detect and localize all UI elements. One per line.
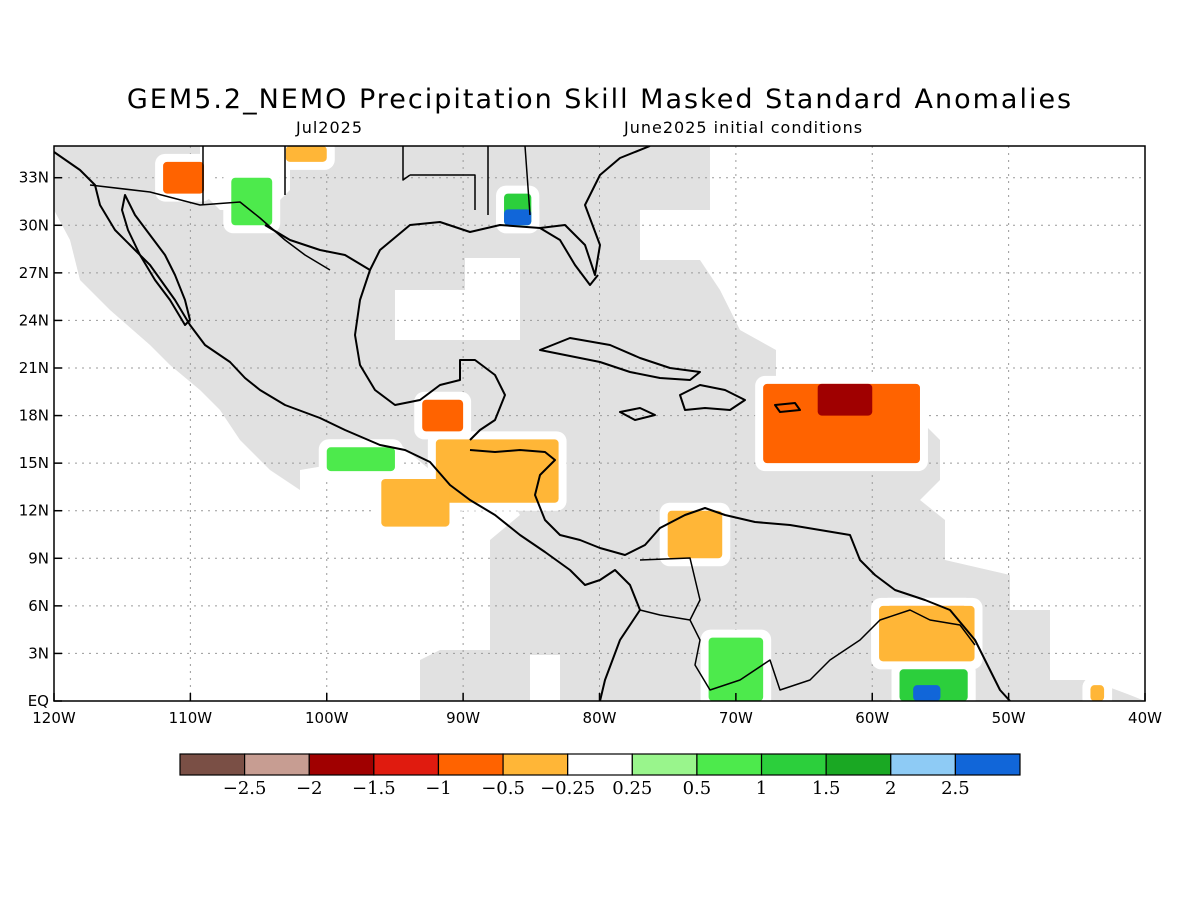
anomaly-guianas-edge [879,605,975,662]
y-tick-label: 18N [19,407,49,425]
x-tick-label: 110W [169,709,213,727]
colorbar-swatch [244,753,310,776]
coastline-mexico-gulf [354,269,506,441]
colorbar-label: −0.5 [481,778,525,799]
x-tick-label: 40W [1128,709,1162,727]
colorbar-swatch [696,753,763,776]
open-water-patch-south [530,655,560,701]
map-title: GEM5.2_NEMO Precipitation Skill Masked S… [126,84,1074,115]
anomaly-alabama-coast-core [504,209,532,226]
y-tick-label: 6N [28,597,49,615]
x-tick-label: 60W [855,709,889,727]
border-us-mexico [89,184,331,271]
x-tick-label: 50W [992,709,1026,727]
coastline-puerto-rico [774,402,801,413]
colorbar-swatch [825,753,892,776]
subtitle-initial-conditions: June2025 initial conditions [624,118,864,137]
coastline-cuba [539,337,701,381]
colorbar-label: −2 [296,778,323,799]
open-water-patch-gulf [395,258,520,340]
state-borders [202,146,531,216]
y-tick-label: 15N [19,454,49,472]
graticule [54,146,1145,701]
colorbar-label: 0.5 [683,778,712,799]
axis-labels: 120W 110W 100W 90W 80W 70W 60W 50W 40W EQ 3N 6N 9N 12… [19,169,1162,727]
colorbar-label: −2.5 [223,778,267,799]
colorbar-swatch [502,753,569,776]
colorbar-label: −1 [425,778,452,799]
colorbar-swatch [437,753,504,776]
anomaly-yucatan-south [422,399,464,432]
anomaly-brazil-east [1090,685,1105,701]
colorbar-label: 1 [756,778,767,799]
x-tick-label: 120W [32,709,76,727]
colorbar-label: −1.5 [352,778,396,799]
colorbar-label: −0.25 [540,778,595,799]
colorbar-label: 1.5 [812,778,841,799]
colorbar-swatch [954,753,1021,776]
open-water-patch-pacific [300,465,470,660]
anomaly-new-mexico [285,146,327,162]
masked-land-area [54,146,1145,701]
subtitle-target-month: Jul2025 [296,118,364,137]
anomaly-honduras-edge [435,439,559,503]
y-tick-label: 21N [19,359,49,377]
colorbar-label: 0.25 [612,778,652,799]
anomaly-pacific-12n-edge [381,479,450,527]
colorbar: −2.5 −2 −1.5 −1 −0.5 −0.25 0.25 0.5 1 1.5 2 2.5 [179,753,1021,799]
coastline-hispaniola [679,384,746,411]
colorbar-swatch [631,753,698,776]
y-tick-label: EQ [28,692,49,710]
colorbar-swatch [890,753,956,776]
colorbar-label: 2 [885,778,896,799]
anomaly-sonora [231,177,273,226]
colorbar-swatch [567,753,633,776]
anomaly-leeward-islands [817,383,873,416]
anomaly-colombia-coast [667,510,723,559]
coastline-jamaica [619,407,656,421]
coastline-gulf-of-mexico [264,146,651,276]
x-tick-label: 80W [583,709,617,727]
x-tick-label: 100W [305,709,349,727]
y-tick-label: 9N [28,549,49,567]
coastline-north-america-west [54,151,641,701]
anomaly-pacific-15n [326,447,395,472]
y-tick-label: 33N [19,169,49,187]
x-tick-label: 70W [719,709,753,727]
colorbar-swatch [308,753,375,776]
y-tick-label: 3N [28,644,49,662]
coastline-florida-west [539,227,599,286]
colorbar-swatch [179,753,246,776]
colorbar-swatch [373,753,440,776]
border-south-america [639,557,976,691]
coastline-baja [121,194,191,326]
y-tick-label: 12N [19,502,49,520]
colorbar-label: 2.5 [941,778,970,799]
skill-mask-layer [54,146,1145,701]
y-tick-label: 24N [19,311,49,329]
anomaly-arizona [163,161,205,194]
coastline-central-america-caribbean [469,449,1011,701]
y-tick-label: 30N [19,216,49,234]
x-tick-label: 90W [446,709,480,727]
anomaly-amapa-core [913,685,941,701]
coastlines [54,146,1011,701]
y-tick-label: 27N [19,264,49,282]
colorbar-swatch [760,753,827,776]
anomaly-eastern-caribbean [763,383,920,464]
